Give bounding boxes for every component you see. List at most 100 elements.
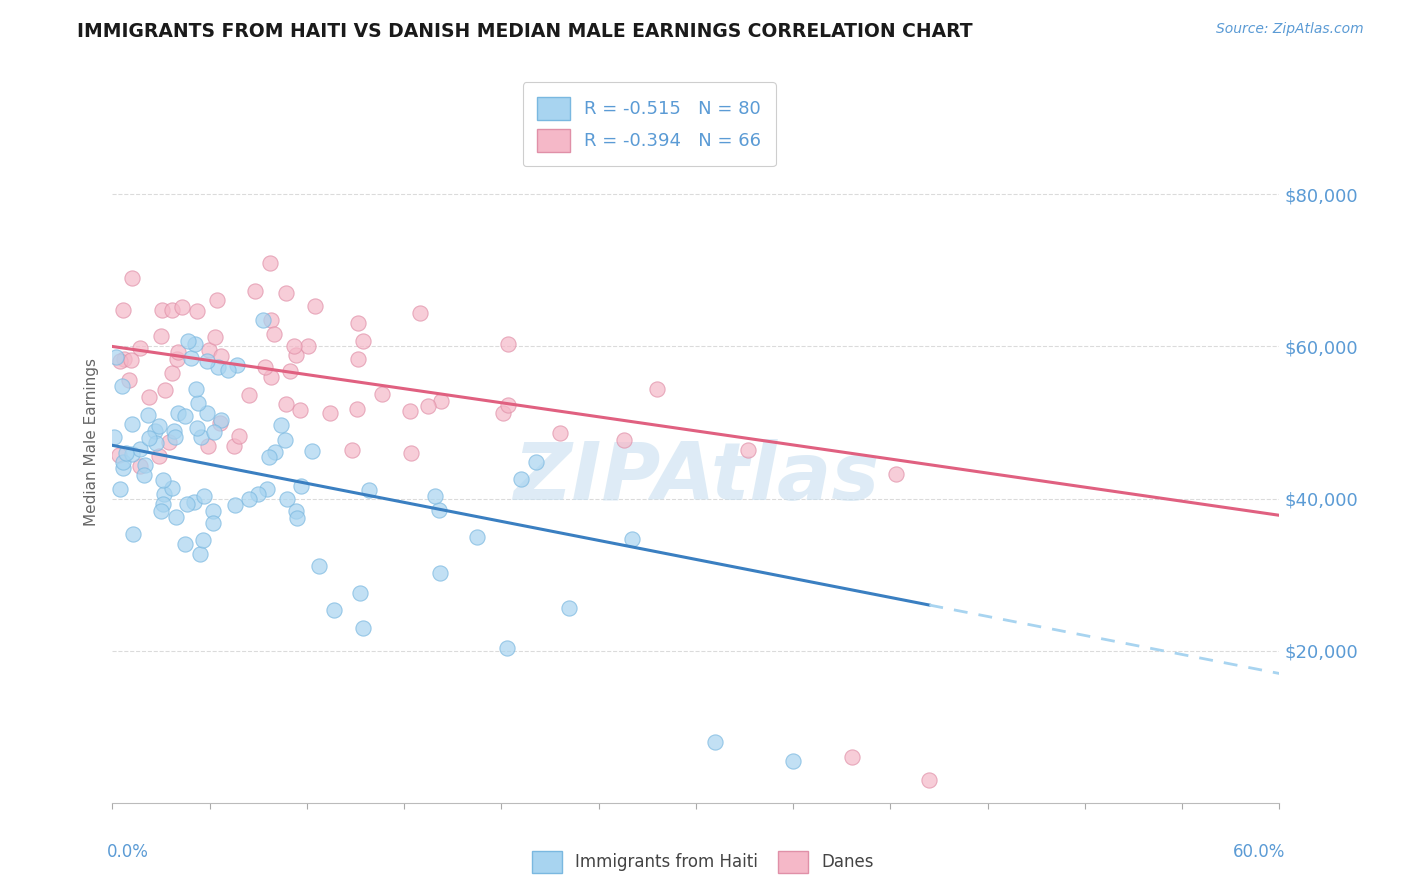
Point (290, 479, 312, 493)
Point (558, 601, 581, 615)
Point (349, 585, 371, 599)
Point (285, 348, 308, 362)
Point (165, 510, 187, 524)
Point (613, 433, 636, 447)
Point (108, 354, 131, 368)
Point (228, 429, 250, 443)
Point (121, 447, 143, 461)
Point (621, 533, 644, 547)
Point (259, 256, 281, 270)
Point (138, 431, 160, 445)
Point (418, 399, 440, 413)
Text: 0.0%: 0.0% (107, 843, 149, 861)
Point (841, 750, 863, 764)
Point (134, 458, 156, 472)
Point (285, 504, 308, 518)
Point (359, 483, 381, 497)
Point (160, 481, 183, 495)
Point (202, 516, 225, 530)
Point (347, 316, 370, 330)
Point (209, 413, 232, 427)
Point (170, 300, 193, 314)
Point (143, 424, 166, 438)
Point (129, 341, 152, 355)
Point (319, 406, 342, 420)
Point (465, 530, 488, 544)
Point (430, 393, 453, 408)
Text: IMMIGRANTS FROM HAITI VS DANISH MEDIAN MALE EARNINGS CORRELATION CHART: IMMIGRANTS FROM HAITI VS DANISH MEDIAN M… (77, 22, 973, 41)
Point (270, 417, 292, 432)
Point (121, 417, 143, 431)
Point (207, 293, 229, 307)
Point (224, 439, 246, 453)
Point (153, 383, 176, 397)
Point (118, 374, 141, 388)
Point (183, 336, 205, 351)
Point (129, 458, 152, 473)
Point (186, 303, 208, 318)
Point (217, 363, 239, 377)
Point (352, 621, 374, 635)
Point (224, 498, 246, 512)
Point (166, 345, 188, 359)
Point (138, 390, 160, 404)
Point (174, 537, 197, 551)
Point (918, 772, 941, 787)
Point (301, 444, 323, 458)
Point (177, 334, 200, 348)
Point (524, 455, 547, 469)
Point (186, 421, 208, 435)
Point (128, 442, 150, 456)
Point (152, 497, 174, 511)
Point (257, 450, 280, 464)
Point (166, 351, 188, 366)
Point (162, 303, 184, 318)
Point (112, 461, 135, 475)
Point (193, 489, 215, 503)
Point (202, 425, 225, 439)
Point (166, 406, 188, 420)
Point (276, 491, 298, 506)
Point (371, 386, 394, 401)
Text: ZIPAtlas: ZIPAtlas (513, 439, 879, 516)
Point (174, 409, 197, 423)
Point (260, 370, 283, 384)
Point (645, 382, 668, 396)
Point (427, 503, 450, 517)
Point (195, 354, 218, 368)
Point (198, 343, 221, 357)
Point (283, 339, 305, 353)
Point (308, 559, 330, 574)
Point (496, 337, 519, 351)
Point (204, 330, 226, 344)
Point (148, 449, 170, 463)
Point (152, 473, 174, 487)
Point (884, 467, 907, 481)
Point (409, 306, 432, 320)
Point (152, 487, 174, 501)
Point (276, 396, 298, 410)
Point (108, 482, 131, 496)
Point (737, 443, 759, 458)
Point (496, 398, 519, 412)
Point (346, 351, 368, 366)
Text: 60.0%: 60.0% (1233, 843, 1285, 861)
Point (120, 353, 142, 368)
Point (208, 416, 231, 430)
Point (340, 443, 363, 458)
Point (165, 430, 187, 444)
Point (114, 446, 136, 460)
Point (207, 360, 229, 375)
Point (163, 424, 186, 438)
Point (209, 349, 232, 363)
Point (260, 313, 283, 327)
Point (104, 350, 127, 364)
Point (103, 430, 125, 444)
Point (253, 360, 276, 375)
Point (132, 467, 155, 482)
Point (157, 435, 180, 450)
Point (188, 547, 211, 561)
Point (136, 408, 159, 422)
Point (149, 329, 172, 343)
Point (111, 379, 134, 393)
